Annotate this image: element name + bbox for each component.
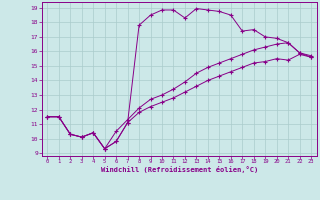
X-axis label: Windchill (Refroidissement éolien,°C): Windchill (Refroidissement éolien,°C)	[100, 166, 258, 173]
